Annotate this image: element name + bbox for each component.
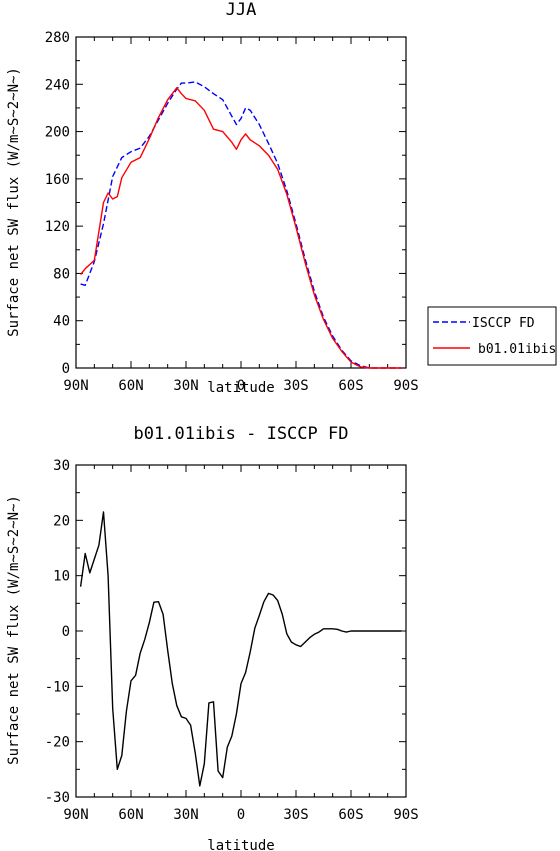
top-chart-title: JJA (226, 0, 257, 20)
x-tick-label: 30N (173, 378, 198, 394)
top-panel: JJA 90N 60N 30N 0 30S 60S 90S 0 40 80 120 160 200 240… (6, 0, 557, 396)
y-tick-label: 80 (53, 266, 70, 282)
legend-label-model: b01.01ibis (478, 342, 556, 357)
series-line-0-0 (80, 81, 402, 369)
x-tick-label: 90S (393, 378, 418, 394)
series-line-0-1 (80, 87, 402, 369)
legend-box (427, 306, 557, 366)
y-tick-label: 240 (45, 77, 70, 93)
y-tick-label: 0 (62, 624, 70, 640)
x-tick-label: 60S (338, 378, 363, 394)
y-tick-label: -10 (45, 679, 70, 695)
top-plot-area: 90N 60N 30N 0 30S 60S 90S 0 40 80 120 160 200 240 280 (45, 30, 419, 394)
y-tick-label: 160 (45, 172, 70, 188)
x-tick-label: 60N (118, 378, 143, 394)
bottom-chart-title: b01.01ibis - ISCCP FD (134, 424, 349, 444)
y-tick-label: 30 (53, 458, 70, 474)
y-tick-label: 200 (45, 125, 70, 141)
y-tick-label: -20 (45, 735, 70, 751)
bottom-x-axis-label: latitude (207, 838, 274, 851)
plot-frame (75, 36, 407, 369)
y-tick-label: 0 (62, 361, 70, 377)
x-tick-label: 60S (338, 807, 363, 823)
top-y-axis-label: Surface net SW flux (W/m~S~2~N~) (6, 67, 22, 337)
top-x-axis-label: latitude (207, 380, 274, 396)
legend-label-isccp: ISCCP FD (472, 316, 535, 331)
bottom-y-axis-label: Surface net SW flux (W/m~S~2~N~) (6, 495, 22, 765)
x-tick-label: 90N (63, 378, 88, 394)
x-tick-label: 30N (173, 807, 198, 823)
bottom-plot-area: 90N 60N 30N 0 30S 60S 90S -30 -20 -10 0 10 20 30 (45, 458, 419, 823)
bottom-panel: b01.01ibis - ISCCP FD 90N 60N 30N 0 30S 60S 90… (6, 424, 419, 851)
x-tick-label: 90N (63, 807, 88, 823)
x-tick-label: 90S (393, 807, 418, 823)
series-line-1-0 (79, 511, 402, 787)
x-tick-label: 0 (237, 378, 245, 394)
y-tick-label: 120 (45, 219, 70, 235)
y-tick-label: -30 (45, 790, 70, 806)
x-tick-label: 30S (283, 378, 308, 394)
x-tick-label: 0 (237, 807, 245, 823)
y-tick-label: 280 (45, 30, 70, 46)
y-tick-label: 20 (53, 513, 70, 529)
y-tick-label: 10 (53, 569, 70, 585)
x-tick-label: 60N (118, 807, 143, 823)
legend: ISCCP FD b01.01ibis (427, 306, 557, 366)
x-tick-label: 30S (283, 807, 308, 823)
y-tick-label: 40 (53, 314, 70, 330)
